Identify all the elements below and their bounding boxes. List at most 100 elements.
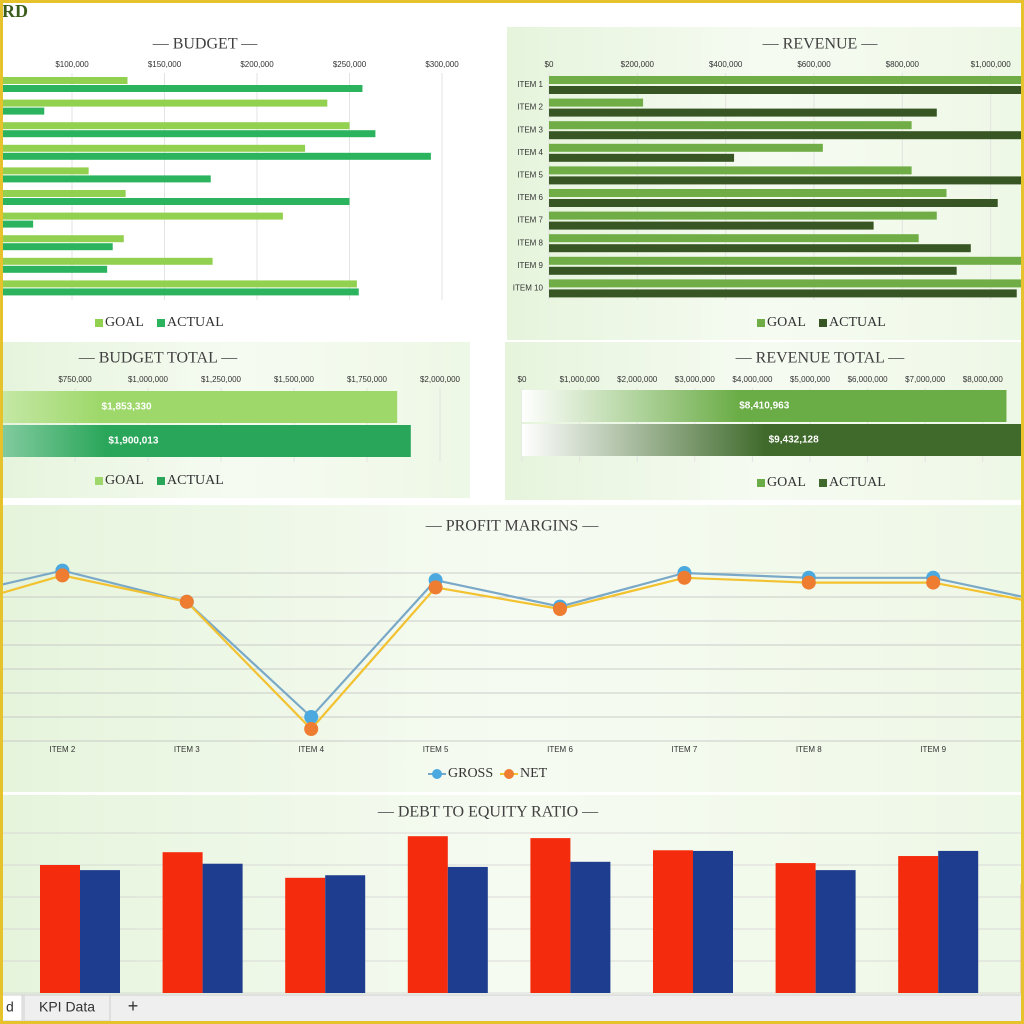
x-tick-label: $600,000 <box>797 60 831 69</box>
category-label: ITEM 3 <box>517 125 543 134</box>
x-tick-label: $7,000,000 <box>905 375 946 384</box>
x-tick-label: $0 <box>518 375 527 384</box>
legend-swatch <box>757 319 765 327</box>
x-tick-label: ITEM 4 <box>298 745 324 754</box>
bar <box>0 144 306 152</box>
bar <box>0 122 350 130</box>
header-title: RD <box>2 1 28 21</box>
x-tick-label: ITEM 6 <box>547 745 573 754</box>
x-tick-label: $200,000 <box>240 60 274 69</box>
tab-label[interactable]: d <box>6 999 14 1015</box>
bar <box>549 199 998 207</box>
x-tick-label: $2,000,000 <box>617 375 658 384</box>
bar <box>522 424 1024 456</box>
chart-title: — REVENUE — <box>762 36 879 53</box>
value-label: $1,900,013 <box>108 436 158 447</box>
x-tick-label: $4,000,000 <box>732 375 773 384</box>
x-tick-label: $200,000 <box>621 60 655 69</box>
bar <box>549 86 1024 94</box>
chart-panel: — BUDGET — $100,000 $150,000 $200,000 $250,0… <box>0 25 472 337</box>
point <box>179 594 194 609</box>
chart-title: — DEBT TO EQUITY RATIO — <box>377 804 599 821</box>
point <box>553 602 567 616</box>
x-tick-label: $750,000 <box>58 375 92 384</box>
bar <box>325 875 366 993</box>
value-label: $8,410,963 <box>739 401 789 412</box>
x-tick-label: $3,000,000 <box>675 375 716 384</box>
x-tick-label: ITEM 9 <box>920 745 946 754</box>
legend-swatch <box>157 319 165 327</box>
legend-swatch <box>95 477 103 485</box>
bar <box>40 865 80 993</box>
x-tick-label: $1,000,000 <box>560 375 601 384</box>
bar <box>0 130 376 138</box>
x-tick-label: $400,000 <box>709 60 743 69</box>
chart-panel: — DEBT TO EQUITY RATIO — <box>0 795 1024 995</box>
x-tick-label: $6,000,000 <box>848 375 889 384</box>
bar <box>549 76 1024 84</box>
chart-panel: — BUDGET TOTAL — $750,000 $1,000,000 $1,250… <box>0 342 470 498</box>
bar <box>549 143 823 152</box>
legend-label: GROSS <box>448 766 493 781</box>
bar <box>0 99 328 107</box>
legend-label: GOAL <box>767 315 806 330</box>
tab-label[interactable]: KPI Data <box>39 999 95 1015</box>
x-tick-label: $1,500,000 <box>274 375 315 384</box>
category-label: ITEM 2 <box>517 103 543 112</box>
bar <box>549 289 1017 298</box>
bar <box>0 77 128 84</box>
bar <box>530 838 571 993</box>
bar <box>938 850 979 993</box>
bar <box>0 257 213 265</box>
legend-marker <box>432 769 442 779</box>
bar <box>815 870 856 993</box>
legend-marker <box>504 769 514 779</box>
x-tick-label: $800,000 <box>886 60 920 69</box>
bar <box>549 108 937 117</box>
charts: — BUDGET — $100,000 $150,000 $200,000 $250,0… <box>0 25 1024 995</box>
bar <box>775 863 816 993</box>
bar <box>549 166 912 175</box>
bar <box>693 850 733 993</box>
bar <box>0 280 357 288</box>
x-tick-label: $5,000,000 <box>790 375 831 384</box>
legend-label: GOAL <box>767 475 806 490</box>
x-tick-label: $0 <box>545 60 554 69</box>
bar <box>549 256 1022 265</box>
panel-background <box>0 505 1024 792</box>
x-tick-label: $100,000 <box>55 60 89 69</box>
x-tick-label: $1,250,000 <box>201 375 242 384</box>
legend-label: ACTUAL <box>167 473 224 488</box>
bar <box>549 266 957 275</box>
legend-label: ACTUAL <box>167 315 224 330</box>
point <box>801 575 816 590</box>
x-tick-label: $8,000,000 <box>963 375 1004 384</box>
point <box>428 580 443 595</box>
x-tick-label: $1,000,000 <box>971 60 1012 69</box>
bar <box>0 425 411 457</box>
tab-bar <box>0 994 1024 1024</box>
tab[interactable] <box>23 994 111 1022</box>
point <box>55 568 70 583</box>
bar <box>898 856 939 993</box>
bar <box>549 211 937 220</box>
category-label: ITEM 9 <box>517 261 543 270</box>
series-line <box>0 569 1024 719</box>
bar <box>549 176 1024 185</box>
bar <box>0 243 113 251</box>
bar <box>549 121 912 130</box>
bar <box>0 152 431 160</box>
legend-label: ACTUAL <box>829 475 886 490</box>
value-label: $1,853,330 <box>102 402 152 413</box>
bar <box>80 870 120 993</box>
legend-swatch <box>819 319 827 327</box>
bar <box>285 877 326 993</box>
bar <box>549 244 971 253</box>
bar <box>0 220 34 228</box>
bar <box>0 198 350 205</box>
add-tab[interactable]: + <box>128 996 139 1016</box>
bar <box>549 131 1024 140</box>
